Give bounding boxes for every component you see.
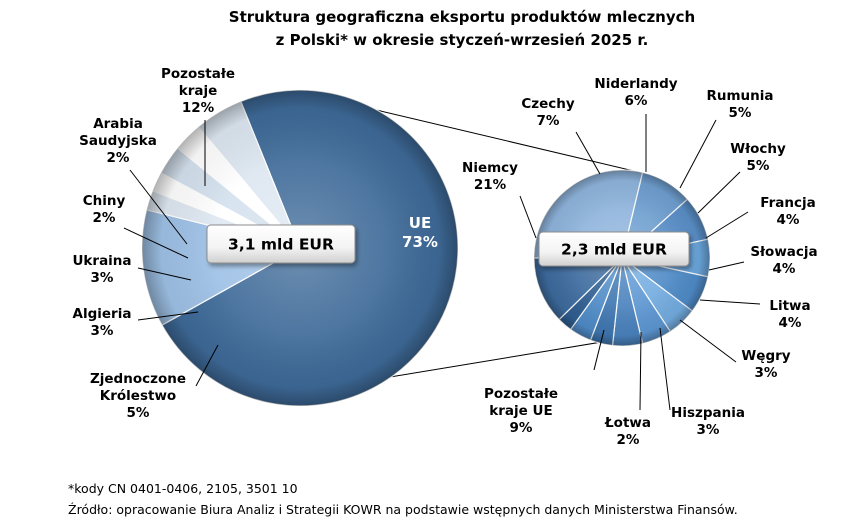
secondary-label-litwa-value: 4%: [779, 315, 802, 331]
main-label-ue: UE 73%: [402, 214, 438, 251]
secondary-label-rumunia-value: 5%: [729, 105, 752, 121]
secondary-leader-wlochy: [697, 171, 741, 214]
main-label-ukraina-value: 3%: [91, 270, 114, 286]
chart-title-line-1: Struktura geograficzna eksportu produktó…: [229, 8, 695, 26]
main-leader-zjednoczone-krolestwo: [195, 344, 219, 387]
secondary-label-wegry: Węgry 3%: [741, 348, 790, 381]
secondary-leader-czechy: [575, 131, 601, 175]
secondary-label-lotwa-text: Łotwa: [604, 415, 651, 431]
main-label-arabia-saudyjska: Arabia Saudyjska 2%: [79, 116, 157, 166]
footnote: *kody CN 0401-0406, 2105, 3501 10: [68, 481, 298, 496]
main-label-arabia-saudyjska-text: Arabia: [93, 116, 143, 132]
secondary-label-niemcy: Niemcy 21%: [462, 160, 518, 193]
secondary-label-wlochy-text: Włochy: [730, 141, 786, 157]
secondary-label-niderlandy-text: Niderlandy: [594, 76, 677, 92]
secondary-leader-litwa: [699, 299, 761, 305]
main-label-zjednoczone-krolestwo: Zjednoczone Królestwo 5%: [90, 371, 186, 421]
chart-title-line-2: z Polski* w okresie styczeń-wrzesień 202…: [276, 31, 649, 49]
secondary-label-francja-text: Francja: [760, 195, 815, 211]
main-label-pozostale-kraje-value: 12%: [182, 100, 215, 116]
secondary-total-box-text: 2,3 mld EUR: [561, 241, 667, 259]
secondary-leader-wegry: [679, 319, 737, 363]
secondary-label-francja: Francja 4%: [760, 195, 815, 228]
main-total-box-background: [206, 224, 356, 264]
secondary-leader-slowacja: [708, 261, 745, 271]
main-label-arabia-saudyjska-value: 2%: [107, 150, 130, 166]
main-leader-chiny: [123, 227, 189, 259]
secondary-leader-pozostale-kraje-ue: [593, 329, 605, 371]
secondary-label-hiszpania-text: Hiszpania: [671, 405, 745, 421]
secondary-label-czechy-text: Czechy: [521, 96, 575, 112]
secondary-label-slowacja-text: Słowacja: [750, 244, 817, 260]
secondary-label-rumunia-text: Rumunia: [706, 88, 773, 104]
secondary-label-niderlandy-value: 6%: [625, 93, 648, 109]
secondary-label-czechy-value: 7%: [537, 113, 560, 129]
slice-labels: UE 73%Pozostałe kraje 12%Arabia Saudyjska 2%C…: [72, 66, 817, 448]
main-label-pozostale-kraje-text: Pozostałe: [161, 66, 235, 82]
secondary-label-pozostale-kraje-ue-value: 9%: [510, 420, 533, 436]
secondary-total-box: 2,3 mld EUR: [538, 231, 690, 267]
main-leader-algieria: [137, 311, 199, 321]
secondary-label-litwa: Litwa 4%: [769, 298, 810, 331]
main-label-pozostale-kraje: Pozostałe kraje 12%: [161, 66, 235, 116]
secondary-total-box-background: [538, 231, 690, 267]
main-label-zjednoczone-krolestwo-text: Zjednoczone: [90, 371, 186, 387]
secondary-leader-hiszpania: [659, 327, 671, 411]
main-label-ukraina-text: Ukraina: [72, 253, 131, 269]
main-label-algieria-value: 3%: [91, 323, 114, 339]
secondary-label-niemcy-text: Niemcy: [462, 160, 518, 176]
secondary-label-niemcy-value: 21%: [474, 177, 507, 193]
secondary-leader-rumunia: [679, 119, 717, 189]
secondary-leader-lotwa: [639, 331, 642, 411]
main-leader-arabia-saudyjska: [129, 169, 188, 245]
main-label-zjednoczone-krolestwo-value: 5%: [127, 405, 150, 421]
main-label-ukraina: Ukraina 3%: [72, 253, 131, 286]
main-label-chiny-text: Chiny: [83, 193, 126, 209]
secondary-label-rumunia: Rumunia 5%: [706, 88, 773, 121]
secondary-label-lotwa-value: 2%: [617, 432, 640, 448]
secondary-label-niderlandy: Niderlandy 6%: [594, 76, 677, 109]
main-label-zjednoczone-krolestwo-text: Królestwo: [100, 388, 176, 404]
secondary-label-pozostale-kraje-ue: Pozostałe kraje UE 9%: [484, 386, 558, 436]
secondary-label-czechy: Czechy 7%: [521, 96, 575, 129]
main-label-ue-value: 73%: [402, 233, 438, 251]
secondary-label-hiszpania-value: 3%: [697, 422, 720, 438]
secondary-label-slowacja: Słowacja 4%: [750, 244, 817, 277]
main-label-algieria-text: Algieria: [73, 306, 132, 322]
secondary-label-wlochy-value: 5%: [747, 158, 770, 174]
secondary-label-wlochy: Włochy 5%: [730, 141, 786, 174]
secondary-label-litwa-text: Litwa: [769, 298, 810, 314]
main-label-algieria: Algieria 3%: [73, 306, 132, 339]
secondary-leader-niemcy: [519, 195, 537, 239]
secondary-label-pozostale-kraje-ue-text: kraje UE: [489, 403, 552, 419]
total-value-boxes: 3,1 mld EUR 2,3 mld EUR: [206, 224, 690, 267]
secondary-label-hiszpania: Hiszpania 3%: [671, 405, 745, 438]
secondary-leader-francja: [705, 211, 749, 239]
main-total-box: 3,1 mld EUR: [206, 224, 356, 264]
main-total-box-text: 3,1 mld EUR: [228, 236, 334, 254]
main-label-pozostale-kraje-text: kraje: [179, 83, 218, 99]
secondary-label-francja-value: 4%: [777, 212, 800, 228]
main-label-arabia-saudyjska-text: Saudyjska: [79, 133, 157, 149]
main-leader-ukraina: [137, 267, 192, 281]
source-note: Źródło: opracowanie Biura Analiz i Strat…: [68, 502, 738, 517]
secondary-label-lotwa: Łotwa 2%: [604, 415, 651, 448]
main-label-chiny-value: 2%: [93, 210, 116, 226]
main-label-chiny: Chiny 2%: [83, 193, 126, 226]
secondary-label-pozostale-kraje-ue-text: Pozostałe: [484, 386, 558, 402]
secondary-label-slowacja-value: 4%: [773, 261, 796, 277]
secondary-label-wegry-text: Węgry: [741, 348, 790, 364]
main-label-ue-text: UE: [409, 214, 431, 232]
secondary-label-wegry-value: 3%: [755, 365, 778, 381]
